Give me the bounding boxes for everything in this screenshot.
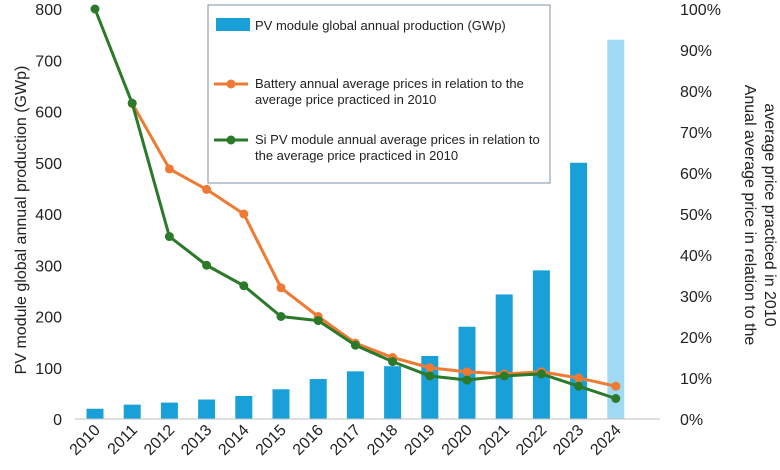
x-tick-label-2021: 2021: [476, 422, 513, 459]
legend-box: [207, 4, 551, 184]
x-tick-label-2011: 2011: [105, 422, 141, 458]
battery-point-2023: [574, 373, 584, 383]
y-right-tick-label: 0%: [680, 412, 703, 429]
y-right-tick-label: 30%: [680, 289, 712, 306]
x-tick-label-2016: 2016: [290, 422, 327, 459]
y-right-tick-label: 40%: [680, 248, 712, 265]
si-module-point-2021: [499, 371, 509, 381]
y-left-axis-title: PV module global annual production (GWp): [13, 66, 30, 375]
y-right-tick-label: 90%: [680, 43, 712, 60]
x-tick-label-2015: 2015: [253, 422, 290, 459]
bar-2018: [384, 366, 402, 419]
si-module-point-2013: [202, 260, 212, 270]
si-module-point-2023: [574, 381, 584, 391]
y-right-tick-label: 80%: [680, 84, 712, 101]
battery-line: [130, 102, 617, 388]
x-tick-label-2020: 2020: [439, 422, 476, 459]
bar-2011: [123, 404, 141, 419]
bar-2016: [309, 379, 327, 419]
si-module-point-2016: [313, 316, 323, 326]
legend-swatch-si-marker: [226, 135, 236, 145]
bar-2022: [532, 270, 550, 419]
y-left-tick-label: 200: [35, 310, 62, 327]
y-right-tick-label: 60%: [680, 166, 712, 183]
battery-point-2015: [276, 283, 286, 293]
legend-label-battery-line1: Battery annual average prices in relatio…: [255, 76, 524, 91]
si-module-point-2011: [127, 98, 137, 108]
y-left-tick-label: 100: [35, 361, 62, 378]
bar-2010: [86, 408, 104, 419]
si-module-point-2014: [239, 281, 249, 291]
legend-swatch-battery-marker: [226, 79, 236, 89]
y-right-axis-title-line1: Anual average price in relation to the: [741, 85, 758, 346]
y-right-tick-label: 70%: [680, 125, 712, 142]
bar-2019: [421, 355, 439, 419]
legend-swatch-bar: [216, 18, 250, 31]
legend: PV module global annual production (GWp)…: [207, 4, 551, 184]
battery-point-2014: [239, 209, 249, 219]
si-module-point-2020: [462, 375, 472, 385]
battery-point-2020: [462, 367, 472, 377]
si-module-point-2012: [164, 232, 174, 242]
battery-point-2019: [425, 363, 435, 373]
y-right-tick-label: 50%: [680, 207, 712, 224]
y-left-tick-label: 800: [35, 2, 62, 19]
bar-2015: [272, 389, 290, 419]
y-right-axis-title-line2: average price practiced in 2010: [761, 103, 778, 326]
legend-label-production: PV module global annual production (GWp): [255, 18, 506, 33]
x-tick-label-2012: 2012: [141, 422, 178, 459]
si-module-point-2018: [388, 357, 398, 367]
x-tick-label-2010: 2010: [67, 422, 104, 459]
si-module-point-2015: [276, 312, 286, 321]
battery-point-2012: [164, 164, 174, 174]
y-left-tick-label: 400: [35, 207, 62, 224]
x-tick-label-2013: 2013: [178, 422, 215, 459]
si-module-point-2017: [350, 340, 360, 350]
x-tick-label-2022: 2022: [513, 422, 550, 459]
bar-2021: [495, 294, 513, 419]
y-left-tick-label: 600: [35, 105, 62, 122]
bar-2014: [235, 395, 253, 419]
y-right-tick-label: 20%: [680, 330, 712, 347]
bar-2023: [570, 162, 588, 419]
y-right-tick-label: 100%: [680, 2, 721, 19]
y-right-tick-label: 10%: [680, 371, 712, 388]
bar-2024: [607, 39, 625, 419]
x-tick-label-2014: 2014: [215, 422, 252, 459]
y-left-tick-label: 700: [35, 53, 62, 70]
x-tick-label-2018: 2018: [364, 422, 401, 459]
y-left-tick-label: 500: [35, 156, 62, 173]
legend-label-si-line2: the average price practiced in 2010: [255, 148, 458, 163]
y-left-tick-label: 300: [35, 258, 62, 275]
y-left-tick-label: 0: [53, 412, 62, 429]
x-tick-label-2019: 2019: [401, 422, 438, 459]
battery-point-2013: [202, 184, 212, 194]
bar-2012: [160, 402, 178, 419]
x-tick-label-2023: 2023: [550, 422, 587, 459]
si-module-point-2022: [536, 369, 546, 379]
bar-2013: [198, 399, 216, 419]
bars-layer: [86, 39, 625, 419]
si-module-point-2019: [425, 371, 435, 381]
si-module-point-2010: [90, 4, 100, 14]
lines-layer: [90, 4, 621, 403]
x-tick-label-2024: 2024: [587, 422, 624, 459]
x-tick-label-2017: 2017: [327, 422, 364, 459]
legend-label-si-line1: Si PV module annual average prices in re…: [255, 132, 540, 147]
bar-2017: [346, 371, 364, 419]
si-module-point-2024: [611, 394, 621, 403]
legend-label-battery-line2: average price practiced in 2010: [255, 92, 436, 107]
battery-point-2024: [611, 381, 621, 391]
